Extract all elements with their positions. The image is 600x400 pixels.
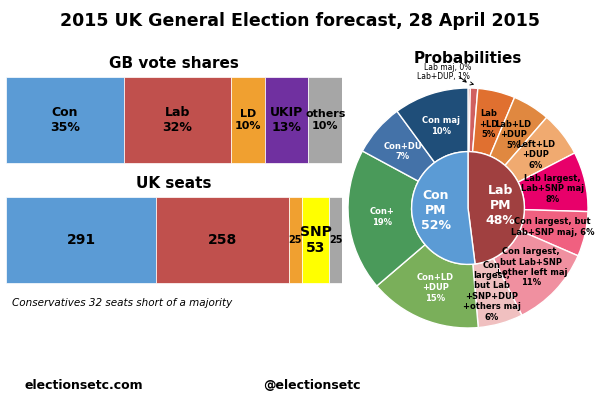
Text: Con maj
10%: Con maj 10% — [422, 116, 460, 136]
Text: Con+DU
7%: Con+DU 7% — [383, 142, 422, 161]
Text: 25: 25 — [329, 235, 343, 245]
FancyBboxPatch shape — [124, 77, 231, 163]
Wedge shape — [397, 88, 468, 162]
Text: Con
largest,
but Lab
+SNP+DUP
+others maj
6%: Con largest, but Lab +SNP+DUP +others ma… — [463, 261, 520, 322]
Wedge shape — [520, 210, 588, 256]
Text: Lab maj, 0%: Lab maj, 0% — [424, 63, 471, 82]
Text: Con+LD
+DUP
15%: Con+LD +DUP 15% — [416, 273, 454, 303]
Text: Con largest, but
Lab+SNP maj, 6%: Con largest, but Lab+SNP maj, 6% — [511, 217, 594, 236]
Text: Probabilities: Probabilities — [414, 51, 522, 66]
Text: Lab
32%: Lab 32% — [163, 106, 192, 134]
Wedge shape — [468, 152, 524, 264]
Wedge shape — [377, 245, 478, 328]
Text: 2015 UK General Election forecast, 28 April 2015: 2015 UK General Election forecast, 28 Ap… — [60, 12, 540, 30]
Wedge shape — [348, 151, 425, 286]
FancyBboxPatch shape — [6, 197, 156, 283]
Text: Lab+DUP, 1%: Lab+DUP, 1% — [416, 72, 473, 85]
Wedge shape — [469, 88, 478, 152]
Text: Lab+LD
+DUP
5%: Lab+LD +DUP 5% — [496, 120, 532, 150]
Text: 25: 25 — [289, 235, 302, 245]
Text: Left+LD
+DUP
6%: Left+LD +DUP 6% — [517, 140, 555, 170]
Wedge shape — [493, 230, 578, 315]
Text: 258: 258 — [208, 233, 237, 247]
Text: LD
10%: LD 10% — [235, 109, 261, 131]
Text: Lab largest,
Lab+SNP maj
8%: Lab largest, Lab+SNP maj 8% — [521, 174, 584, 204]
Text: Con
35%: Con 35% — [50, 106, 80, 134]
Text: Con largest,
but Lab+SNP
+other left maj
11%: Con largest, but Lab+SNP +other left maj… — [494, 247, 567, 288]
Title: GB vote shares: GB vote shares — [109, 56, 239, 71]
Text: @electionsetc: @electionsetc — [263, 379, 361, 392]
Text: Lab
PM
48%: Lab PM 48% — [485, 184, 515, 228]
Text: Lab
+LD
5%: Lab +LD 5% — [479, 109, 498, 139]
Text: UKIP
13%: UKIP 13% — [270, 106, 303, 134]
Text: Conservatives 32 seats short of a majority: Conservatives 32 seats short of a majori… — [12, 298, 232, 308]
Text: others
10%: others 10% — [305, 109, 346, 131]
Text: 291: 291 — [67, 233, 95, 247]
FancyBboxPatch shape — [308, 77, 342, 163]
Text: SNP
53: SNP 53 — [299, 225, 331, 255]
Wedge shape — [412, 152, 475, 264]
Wedge shape — [468, 88, 470, 152]
Wedge shape — [518, 153, 588, 212]
Text: electionsetc.com: electionsetc.com — [25, 379, 143, 392]
Text: Con
PM
52%: Con PM 52% — [421, 188, 451, 232]
Wedge shape — [505, 117, 575, 182]
FancyBboxPatch shape — [231, 77, 265, 163]
FancyBboxPatch shape — [265, 77, 308, 163]
Title: UK seats: UK seats — [136, 176, 212, 191]
Wedge shape — [473, 258, 522, 328]
FancyBboxPatch shape — [6, 77, 124, 163]
Wedge shape — [473, 88, 515, 156]
FancyBboxPatch shape — [156, 197, 289, 283]
Text: Con+
19%: Con+ 19% — [370, 208, 395, 227]
FancyBboxPatch shape — [302, 197, 329, 283]
Wedge shape — [490, 98, 547, 166]
Wedge shape — [362, 111, 434, 181]
FancyBboxPatch shape — [329, 197, 342, 283]
FancyBboxPatch shape — [289, 197, 302, 283]
